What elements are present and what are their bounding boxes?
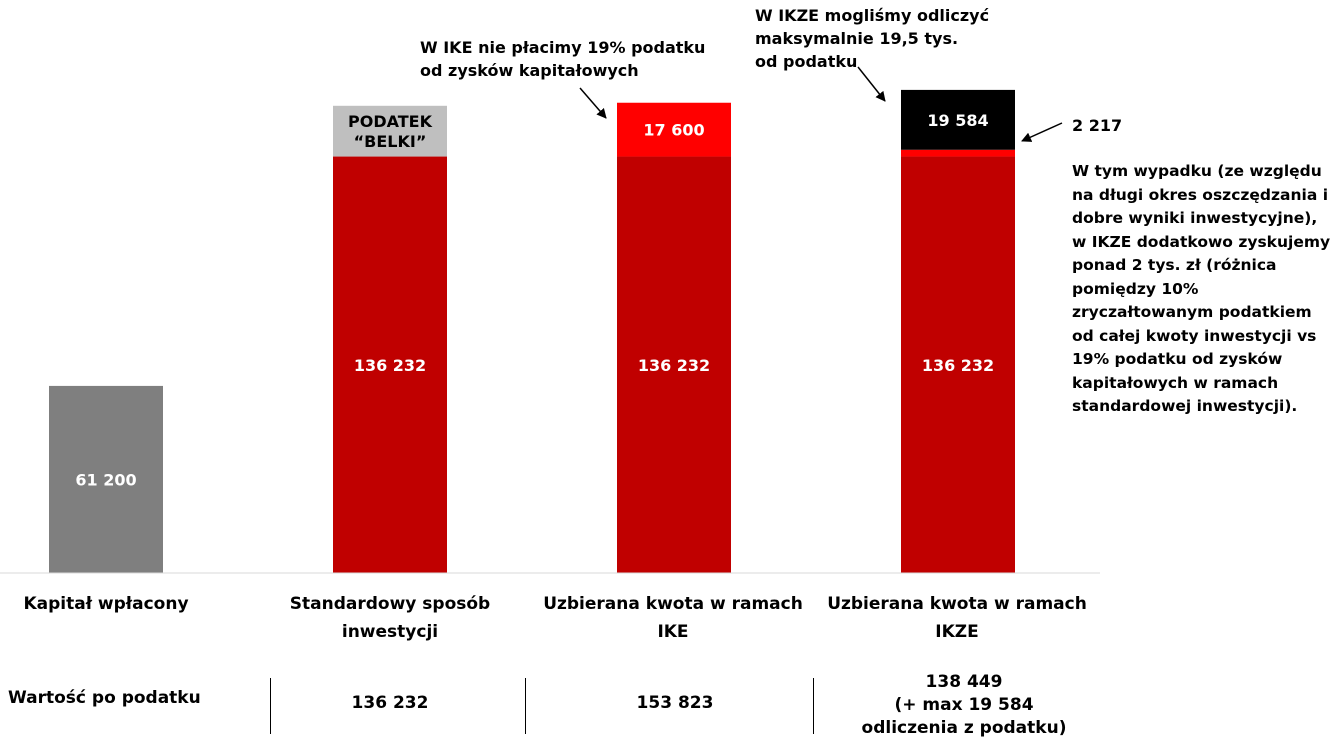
category-label-line: IKE <box>657 622 689 642</box>
bar-ike-data-label: 17 600 <box>643 121 704 140</box>
bar-standard-data-label: PODATEK <box>348 112 433 131</box>
bar-standard-segment-1 <box>333 105 447 157</box>
ikze-annotation-line-2: maksymalnie 19,5 tys. <box>755 29 959 48</box>
after-tax-line: 153 823 <box>636 693 714 713</box>
row-separator <box>270 678 271 734</box>
after-tax-value-ikze: 138 449 (+ max 19 584 odliczenia z podat… <box>834 671 1094 740</box>
category-label-line: Standardowy sposób <box>289 594 491 614</box>
bar-standard-data-label: “BELKI” <box>354 132 427 151</box>
after-tax-line: odliczenia z podatku) <box>861 718 1067 738</box>
bar-capital-segment-0 <box>49 385 163 573</box>
after-tax-row-label: Wartość po podatku <box>8 688 201 708</box>
category-label-standard: Standardowy sposób inwestycji <box>245 590 535 646</box>
after-tax-line: 136 232 <box>351 693 429 713</box>
bar-capital-data-label: 61 200 <box>75 470 136 489</box>
bar-ikze-segment-2 <box>901 89 1015 150</box>
category-label-line: inwestycji <box>341 622 439 642</box>
category-label-line: Kapitał wpłacony <box>23 594 189 614</box>
bar-standard-segment-0 <box>333 156 447 573</box>
after-tax-line: 138 449 <box>925 672 1003 692</box>
bars-group: 61 200 136 232 PODATEK“BELKI” 136 232 17 600… <box>49 89 1015 573</box>
ikze-annotation-arrow <box>857 66 886 102</box>
bar-ike-segment-0 <box>617 156 731 573</box>
ike-annotation-arrow <box>579 87 607 119</box>
ikze-annotation-line-3: od podatku <box>755 52 858 71</box>
after-tax-value-ike: 153 823 <box>545 692 805 715</box>
after-tax-value-standard: 136 232 <box>260 692 520 715</box>
category-label-line: Uzbierana kwota w ramach <box>543 594 803 614</box>
bar-ike-segment-1 <box>617 102 731 157</box>
bar-ikze-segment-0 <box>901 156 1015 573</box>
row-separator <box>525 678 526 734</box>
category-label-ikze: Uzbierana kwota w ramach IKZE <box>812 590 1102 646</box>
bar-standard-data-label: 136 232 <box>354 356 426 375</box>
category-label-line: IKZE <box>935 622 979 642</box>
bar-ike-data-label: 136 232 <box>638 356 710 375</box>
ikze-annotation: W IKZE mogliśmy odliczyć maksymalnie 19,… <box>755 4 989 73</box>
bar-ikze-segment-1 <box>901 149 1015 157</box>
extra-value-arrow <box>1021 122 1063 142</box>
bar-ikze-data-label: 136 232 <box>922 356 994 375</box>
extra-value-label: 2 217 <box>1072 116 1123 135</box>
category-label-ike: Uzbierana kwota w ramach IKE <box>528 590 818 646</box>
side-note: W tym wypadku (ze względu na długi okres… <box>1072 162 1331 415</box>
bar-ikze-data-label: 19 584 <box>927 111 988 130</box>
after-tax-line: (+ max 19 584 <box>894 695 1034 715</box>
ikze-annotation-line-1: W IKZE mogliśmy odliczyć <box>755 6 990 25</box>
category-label-capital: Kapitał wpłacony <box>0 590 251 618</box>
ike-annotation-line-1: W IKE nie płacimy 19% podatku <box>420 38 706 57</box>
ike-annotation-line-2: od zysków kapitałowych <box>420 61 639 80</box>
row-separator <box>813 678 814 734</box>
ike-annotation: W IKE nie płacimy 19% podatku od zysków … <box>420 36 705 82</box>
category-label-line: Uzbierana kwota w ramach <box>827 594 1087 614</box>
